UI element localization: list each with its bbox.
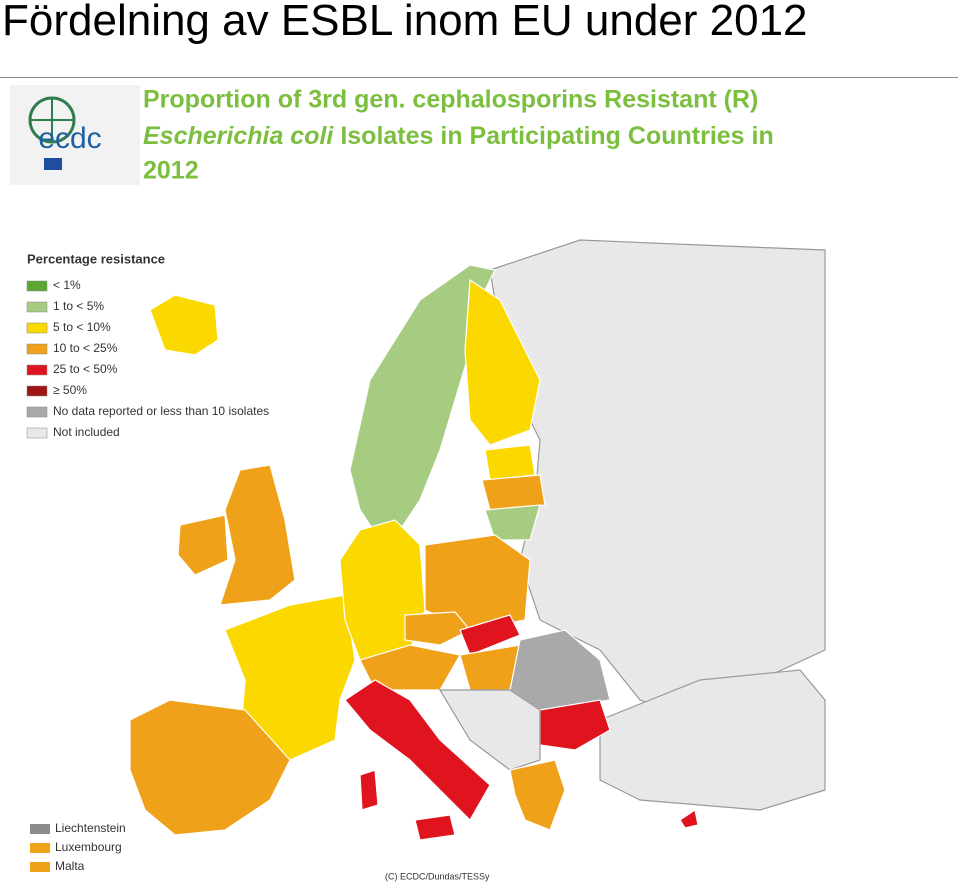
legend-label: No data reported or less than 10 isolate… [53,404,269,418]
legend-swatch [26,301,48,313]
header-rest: Isolates in Participating Countries in [333,122,773,150]
legend-swatch [26,364,48,376]
legend-label: Liechtenstein [55,821,126,835]
legend-swatch [26,280,48,292]
legend-swatch [26,427,48,439]
credit: (C) ECDC/Dundas/TESSy [385,871,490,881]
legend-swatch [26,343,48,355]
legend-swatch [30,862,50,872]
legend-title: Percentage resistance [27,251,165,266]
legend-label: 25 to < 50% [53,362,118,376]
header-line: 2012 [143,157,199,185]
legend-label: 10 to < 25% [53,341,118,355]
header-line: Proportion of 3rd gen. cephalosporins Re… [143,86,758,114]
logo: ecdc [10,85,140,185]
slide-title: Fördelning av ESBL inom EU under 2012 [2,0,808,45]
legend-label: Malta [55,859,85,873]
legend-swatch [30,843,50,853]
legend-label: Not included [53,425,120,439]
title-rule [0,77,958,78]
legend-label: 5 to < 10% [53,320,111,334]
legend-label: 1 to < 5% [53,299,104,313]
logo-text: ecdc [38,122,101,155]
header-line: Escherichia coli Isolates in Participati… [143,122,774,150]
country-shapes [129,239,826,841]
legend-label: Luxembourg [55,840,122,854]
legend-label: ≥ 50% [53,383,87,397]
header-italic: Escherichia coli [143,122,334,150]
legend-swatch [26,322,48,334]
legend-swatch [26,385,48,397]
legend-swatch [26,406,48,418]
legend-swatch [30,824,50,834]
legend-label: < 1% [53,278,81,292]
